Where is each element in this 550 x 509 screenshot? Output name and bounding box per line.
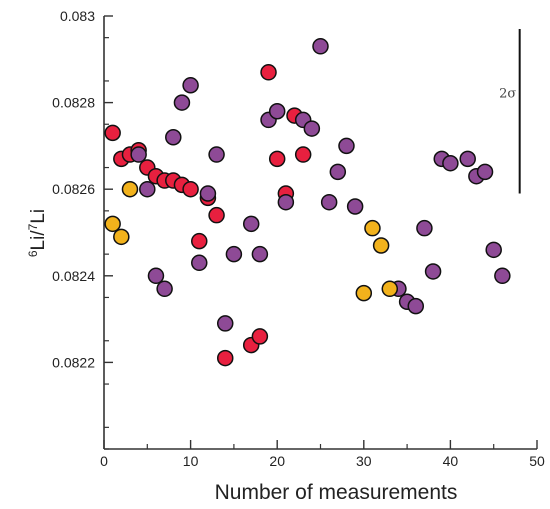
data-point bbox=[104, 215, 121, 233]
axes bbox=[103, 16, 537, 450]
y-tick-label: 0.0826 bbox=[52, 181, 95, 197]
data-point bbox=[242, 215, 260, 233]
data-point bbox=[355, 284, 373, 302]
data-point bbox=[139, 180, 156, 198]
data-point bbox=[364, 219, 381, 237]
ticks bbox=[103, 15, 538, 450]
data-point bbox=[208, 146, 225, 163]
data-point bbox=[381, 280, 399, 298]
data-point bbox=[338, 137, 355, 155]
data-point bbox=[208, 206, 225, 224]
x-tick-label: 50 bbox=[529, 453, 545, 469]
data-point bbox=[424, 263, 442, 280]
x-tick-label: 0 bbox=[100, 453, 108, 469]
data-point bbox=[216, 315, 234, 332]
error-bar: 2σ bbox=[499, 28, 521, 194]
data-point bbox=[182, 77, 199, 94]
data-point bbox=[294, 146, 312, 163]
y-axis-title: 6Li/7Li bbox=[26, 209, 49, 257]
data-point bbox=[251, 245, 269, 263]
x-tick-label: 30 bbox=[356, 453, 372, 469]
tick-labels: 0 10 20 30 40 50 0.0822 0.0824 0.0826 0.0828 0.083 bbox=[52, 8, 545, 469]
data-point bbox=[320, 193, 338, 211]
data-point bbox=[191, 232, 208, 250]
data-point bbox=[416, 219, 433, 237]
data-point bbox=[165, 128, 182, 146]
two-sigma-label: 2σ bbox=[499, 86, 516, 101]
data-point bbox=[225, 245, 243, 263]
y-tick-label: 0.0828 bbox=[52, 95, 95, 111]
data-point bbox=[173, 94, 191, 111]
data-point bbox=[268, 150, 286, 168]
data-point bbox=[182, 180, 199, 198]
data-point bbox=[442, 154, 459, 172]
data-point bbox=[113, 228, 130, 246]
y-tick-label: 0.0822 bbox=[52, 354, 95, 370]
data-point bbox=[104, 124, 121, 142]
data-point bbox=[121, 180, 139, 198]
data-point bbox=[329, 163, 347, 181]
y-tick-label: 0.083 bbox=[60, 8, 95, 24]
data-point bbox=[372, 237, 390, 254]
data-point bbox=[346, 198, 364, 215]
data-point bbox=[130, 146, 147, 163]
data-point bbox=[191, 254, 208, 272]
x-tick-label: 10 bbox=[183, 453, 199, 469]
data-point bbox=[147, 267, 165, 285]
x-axis-title: Number of measurements bbox=[215, 481, 458, 504]
data-point bbox=[268, 103, 286, 120]
data-point bbox=[476, 163, 494, 181]
data-point bbox=[260, 64, 277, 81]
x-tick-label: 40 bbox=[443, 453, 459, 469]
data-point bbox=[494, 267, 511, 285]
data-point bbox=[459, 150, 476, 168]
y-tick-label: 0.0824 bbox=[52, 268, 95, 284]
data-point bbox=[485, 241, 502, 259]
data-point bbox=[277, 193, 295, 211]
data-point bbox=[199, 185, 217, 202]
data-point bbox=[303, 120, 321, 137]
data-point bbox=[216, 349, 234, 367]
x-tick-label: 20 bbox=[269, 453, 285, 469]
data-point bbox=[156, 280, 173, 298]
data-point bbox=[251, 328, 269, 345]
data-point bbox=[312, 38, 329, 55]
data-points bbox=[104, 38, 511, 367]
data-point bbox=[407, 297, 425, 315]
